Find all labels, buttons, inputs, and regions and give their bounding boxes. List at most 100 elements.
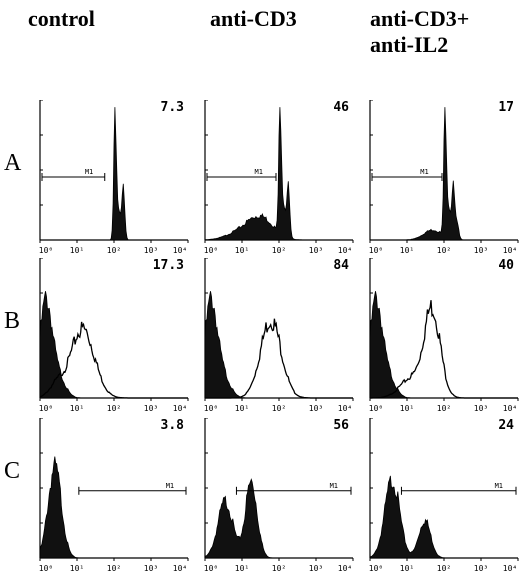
- gate-marker-label: M1: [166, 482, 174, 490]
- x-tick-label: 10¹: [70, 404, 84, 413]
- x-tick-label: 10⁴: [503, 564, 517, 573]
- histogram-filled: [370, 107, 518, 241]
- x-tick-label: 10⁰: [39, 246, 53, 255]
- column-header-anti-cd3: anti-CD3: [210, 6, 297, 32]
- x-tick-label: 10³: [144, 404, 158, 413]
- x-tick-label: 10²: [107, 246, 121, 255]
- column-header-label-line2: anti-IL2: [370, 32, 449, 57]
- x-tick-label: 10⁰: [369, 404, 383, 413]
- x-tick-label: 10³: [474, 246, 488, 255]
- x-tick-label: 10¹: [400, 404, 414, 413]
- x-tick-label: 10⁰: [204, 404, 218, 413]
- panel-value: 17: [498, 100, 514, 115]
- x-tick-label: 10⁴: [173, 564, 187, 573]
- panel-value: 7.3: [160, 100, 184, 115]
- panel-a-2: 10⁰ 10¹ 10² 10³ 10⁴ M1 46: [203, 99, 359, 262]
- panel-value: 46: [333, 100, 349, 115]
- histogram-svg: 10⁰ 10¹ 10² 10³ 10⁴ M1: [204, 417, 354, 573]
- x-tick-label: 10²: [107, 404, 121, 413]
- x-tick-label: 10³: [309, 246, 323, 255]
- histogram-open: [205, 318, 353, 399]
- x-tick-label: 10⁴: [503, 404, 517, 413]
- x-tick-label: 10⁴: [338, 404, 352, 413]
- x-tick-label: 10²: [272, 564, 286, 573]
- gate-marker-m1: M1: [78, 482, 187, 495]
- x-tick-label: 10²: [272, 404, 286, 413]
- histogram-filled: [369, 475, 518, 559]
- column-header-label-line1: anti-CD3+: [370, 6, 470, 31]
- panel-value: 56: [333, 418, 349, 433]
- gate-marker-label: M1: [255, 168, 263, 176]
- gate-marker-label: M1: [330, 482, 338, 490]
- histogram-svg: 10⁰ 10¹ 10² 10³ 10⁴: [39, 257, 189, 413]
- x-tick-label: 10⁴: [503, 246, 517, 255]
- histogram-filled: [204, 107, 353, 241]
- gate-marker-m1: M1: [235, 482, 352, 495]
- gate-marker-m1: M1: [400, 482, 517, 495]
- histogram-filled-control: [39, 291, 188, 399]
- histogram-open: [370, 300, 518, 399]
- panel-value: 3.8: [160, 418, 184, 433]
- x-tick-label: 10⁴: [338, 564, 352, 573]
- gate-marker-label: M1: [495, 482, 503, 490]
- histogram-filled-control: [369, 291, 518, 399]
- panel-value: 17.3: [152, 258, 184, 273]
- x-tick-label: 10⁴: [173, 246, 187, 255]
- x-tick-label: 10²: [107, 564, 121, 573]
- histogram-svg: 10⁰ 10¹ 10² 10³ 10⁴: [369, 257, 519, 413]
- x-tick-label: 10⁰: [204, 246, 218, 255]
- row-label-c: C: [4, 458, 21, 484]
- panel-a-3: 10⁰ 10¹ 10² 10³ 10⁴ M1 17: [368, 99, 520, 262]
- x-tick-label: 10¹: [400, 246, 414, 255]
- x-tick-label: 10²: [272, 246, 286, 255]
- x-tick-label: 10¹: [235, 564, 249, 573]
- gate-marker-m1: M1: [41, 168, 106, 181]
- x-tick-label: 10²: [437, 246, 451, 255]
- gate-marker-m1: M1: [371, 168, 443, 181]
- x-tick-label: 10¹: [70, 246, 84, 255]
- x-tick-label: 10³: [144, 564, 158, 573]
- histogram-filled: [40, 107, 188, 241]
- column-header-control: control: [28, 6, 95, 32]
- x-tick-label: 10³: [309, 564, 323, 573]
- panel-value: 40: [498, 258, 514, 273]
- x-tick-label: 10²: [437, 404, 451, 413]
- histogram-filled-control: [204, 291, 353, 399]
- column-header-label: control: [28, 6, 95, 31]
- histogram-svg: 10⁰ 10¹ 10² 10³ 10⁴ M1: [204, 99, 354, 255]
- histogram-open: [39, 321, 188, 399]
- x-tick-label: 10⁴: [173, 404, 187, 413]
- panel-b-1: 10⁰ 10¹ 10² 10³ 10⁴ 17.3: [38, 257, 194, 420]
- x-tick-label: 10³: [309, 404, 323, 413]
- x-tick-label: 10¹: [235, 246, 249, 255]
- histogram-svg: 10⁰ 10¹ 10² 10³ 10⁴ M1: [369, 99, 519, 255]
- x-tick-label: 10³: [474, 564, 488, 573]
- panel-a-1: 10⁰ 10¹ 10² 10³ 10⁴ M1 7.3: [38, 99, 194, 262]
- x-tick-label: 10⁴: [338, 246, 352, 255]
- gate-marker-label: M1: [420, 168, 428, 176]
- x-tick-label: 10³: [144, 246, 158, 255]
- row-label-a: A: [4, 150, 22, 176]
- row-label-b: B: [4, 308, 21, 334]
- histogram-svg: 10⁰ 10¹ 10² 10³ 10⁴: [204, 257, 354, 413]
- panel-c-2: 10⁰ 10¹ 10² 10³ 10⁴ M1 56: [203, 417, 359, 580]
- panel-c-3: 10⁰ 10¹ 10² 10³ 10⁴ M1 24: [368, 417, 520, 580]
- x-tick-label: 10¹: [70, 564, 84, 573]
- x-tick-label: 10¹: [235, 404, 249, 413]
- x-tick-label: 10⁰: [369, 564, 383, 573]
- x-tick-label: 10¹: [400, 564, 414, 573]
- gate-marker-m1: M1: [206, 168, 277, 181]
- column-header-label: anti-CD3: [210, 6, 297, 31]
- histogram-filled: [204, 478, 353, 559]
- panel-b-3: 10⁰ 10¹ 10² 10³ 10⁴ 40: [368, 257, 520, 420]
- panel-value: 84: [333, 258, 349, 273]
- column-header-anti-cd3-anti-il2: anti-CD3+ anti-IL2: [370, 6, 469, 58]
- panel-b-2: 10⁰ 10¹ 10² 10³ 10⁴ 84: [203, 257, 359, 420]
- histogram-svg: 10⁰ 10¹ 10² 10³ 10⁴ M1: [39, 99, 189, 255]
- histogram-svg: 10⁰ 10¹ 10² 10³ 10⁴ M1: [39, 417, 189, 573]
- x-tick-label: 10⁰: [39, 564, 53, 573]
- gate-marker-label: M1: [85, 168, 93, 176]
- x-tick-label: 10⁰: [369, 246, 383, 255]
- x-tick-label: 10²: [437, 564, 451, 573]
- x-tick-label: 10³: [474, 404, 488, 413]
